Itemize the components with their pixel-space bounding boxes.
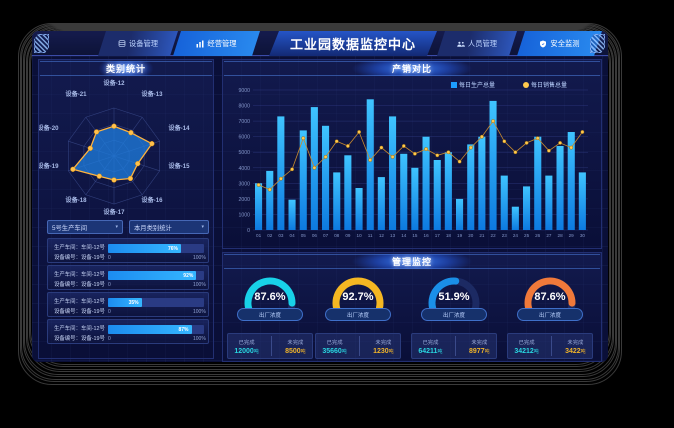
svg-text:1000: 1000 xyxy=(238,212,250,218)
svg-text:10: 10 xyxy=(357,233,363,238)
svg-text:29: 29 xyxy=(569,233,575,238)
svg-text:21: 21 xyxy=(479,233,485,238)
svg-text:2000: 2000 xyxy=(238,197,250,203)
svg-text:14: 14 xyxy=(401,233,407,238)
svg-text:25: 25 xyxy=(524,233,530,238)
svg-text:24: 24 xyxy=(513,233,519,238)
svg-text:26: 26 xyxy=(535,233,541,238)
svg-text:16: 16 xyxy=(424,233,430,238)
svg-text:0: 0 xyxy=(247,228,250,234)
svg-text:3000: 3000 xyxy=(238,181,250,187)
svg-text:11: 11 xyxy=(368,233,373,238)
svg-text:9000: 9000 xyxy=(238,88,250,94)
svg-text:02: 02 xyxy=(267,233,273,238)
svg-text:30: 30 xyxy=(580,233,586,238)
svg-text:设备-19: 设备-19 xyxy=(39,162,59,170)
svg-text:设备-18: 设备-18 xyxy=(66,196,88,204)
svg-text:设备-12: 设备-12 xyxy=(104,79,126,87)
svg-text:12: 12 xyxy=(379,233,385,238)
svg-text:设备-14: 设备-14 xyxy=(169,124,191,132)
svg-text:设备-13: 设备-13 xyxy=(142,90,164,98)
svg-text:27: 27 xyxy=(546,233,552,238)
svg-text:18: 18 xyxy=(446,233,452,238)
svg-text:07: 07 xyxy=(323,233,329,238)
svg-text:7000: 7000 xyxy=(238,119,250,125)
svg-text:15: 15 xyxy=(412,233,418,238)
svg-text:09: 09 xyxy=(345,233,351,238)
svg-text:设备-17: 设备-17 xyxy=(104,208,126,216)
svg-text:08: 08 xyxy=(334,233,340,238)
svg-text:28: 28 xyxy=(558,233,564,238)
svg-text:19: 19 xyxy=(457,233,463,238)
svg-text:20: 20 xyxy=(468,233,474,238)
svg-text:5000: 5000 xyxy=(238,150,250,156)
svg-text:05: 05 xyxy=(301,233,307,238)
svg-text:06: 06 xyxy=(312,233,318,238)
svg-text:8000: 8000 xyxy=(238,104,250,110)
svg-text:13: 13 xyxy=(390,233,396,238)
svg-text:03: 03 xyxy=(278,233,284,238)
svg-text:设备-21: 设备-21 xyxy=(66,90,88,98)
svg-text:23: 23 xyxy=(502,233,508,238)
svg-text:设备-15: 设备-15 xyxy=(169,162,191,170)
svg-text:设备-16: 设备-16 xyxy=(142,196,164,204)
svg-text:04: 04 xyxy=(290,233,296,238)
svg-text:6000: 6000 xyxy=(238,135,250,141)
svg-text:17: 17 xyxy=(435,233,441,238)
svg-text:设备-20: 设备-20 xyxy=(39,124,59,132)
svg-text:22: 22 xyxy=(491,233,497,238)
svg-text:01: 01 xyxy=(256,233,262,238)
svg-text:4000: 4000 xyxy=(238,166,250,172)
